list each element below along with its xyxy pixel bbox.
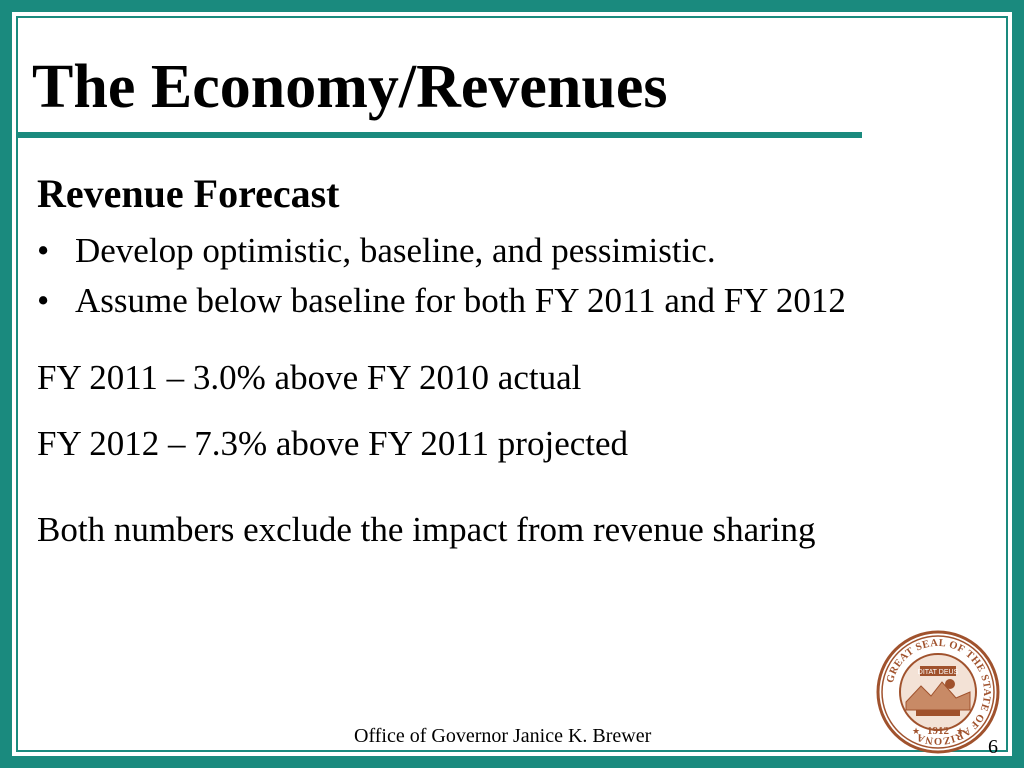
footer-office: Office of Governor Janice K. Brewer — [354, 725, 652, 747]
title-underline — [16, 132, 862, 138]
bullet-text: Assume below baseline for both FY 2011 a… — [75, 281, 846, 320]
bullet-list: • Develop optimistic, baseline, and pess… — [37, 226, 846, 326]
arizona-seal-icon: GREAT SEAL OF THE STATE OF ARIZONA DITAT… — [876, 630, 1000, 754]
bullet-item: • Assume below baseline for both FY 2011… — [37, 276, 846, 326]
seal-motto: DITAT DEUS — [918, 669, 959, 676]
slide-title: The Economy/Revenues — [32, 53, 668, 121]
fy2011-forecast: FY 2011 – 3.0% above FY 2010 actual — [37, 358, 582, 397]
page-number: 6 — [988, 736, 998, 758]
exclusion-note: Both numbers exclude the impact from rev… — [37, 510, 816, 549]
bullet-marker: • — [37, 281, 50, 320]
slide-inner-frame — [12, 12, 1012, 756]
fy2012-forecast: FY 2012 – 7.3% above FY 2011 projected — [37, 424, 629, 463]
section-heading: Revenue Forecast — [37, 171, 340, 216]
bullet-text: Develop optimistic, baseline, and pessim… — [75, 231, 716, 270]
seal-year: 1912 — [927, 725, 950, 737]
bullet-marker: • — [37, 231, 50, 270]
svg-text:★: ★ — [956, 727, 964, 737]
bullet-item: • Develop optimistic, baseline, and pess… — [37, 226, 846, 276]
svg-text:★: ★ — [912, 727, 920, 737]
